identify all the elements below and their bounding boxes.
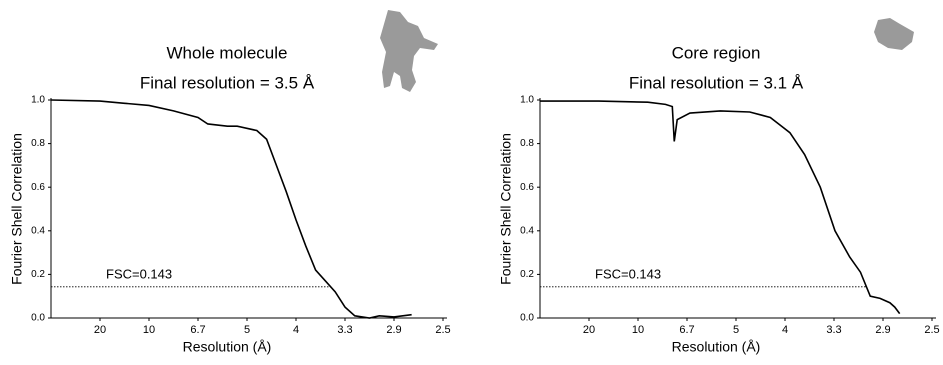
x-tick-label: 20 — [94, 324, 106, 336]
y-axis-label: Fourier Shell Correlation — [9, 133, 25, 285]
x-tick-label: 4 — [293, 324, 299, 336]
molecule-icon — [380, 10, 438, 92]
y-tick-label: 0.6 — [520, 182, 534, 193]
x-tick-label: 2.9 — [875, 324, 890, 336]
x-tick-label: 5 — [733, 324, 739, 336]
x-tick-label: 5 — [244, 324, 250, 336]
x-tick-label: 3.3 — [337, 324, 352, 336]
molecule-icon — [874, 18, 914, 50]
x-tick-label: 3.3 — [826, 324, 841, 336]
x-tick-label: 10 — [143, 324, 155, 336]
chart-subtitle: Final resolution = 3.5 Å — [140, 73, 315, 92]
y-tick-label: 1.0 — [31, 95, 45, 106]
y-tick-label: 0.2 — [520, 269, 534, 280]
x-tick-label: 2.5 — [924, 324, 939, 336]
x-tick-label: 2.9 — [386, 324, 401, 336]
y-axis-label: Fourier Shell Correlation — [498, 133, 514, 285]
x-axis-label: Resolution (Å) — [672, 339, 761, 355]
x-axis-label: Resolution (Å) — [183, 339, 272, 355]
x-tick-label: 2.5 — [435, 324, 450, 336]
y-tick-label: 0.4 — [31, 225, 45, 236]
threshold-label: FSC=0.143 — [106, 266, 172, 281]
x-tick-label: 6.7 — [190, 324, 205, 336]
y-tick-label: 0.8 — [31, 138, 45, 149]
chart-subtitle: Final resolution = 3.1 Å — [629, 73, 804, 92]
chart-title: Core region — [672, 43, 761, 62]
figure: Whole molecule Final resolution = 3.5 Å 0.… — [0, 0, 943, 360]
threshold-label: FSC=0.143 — [595, 266, 661, 281]
y-tick-label: 1.0 — [520, 95, 534, 106]
y-tick-label: 0.0 — [520, 313, 534, 324]
x-tick-label: 6.7 — [679, 324, 694, 336]
x-tick-label: 10 — [632, 324, 644, 336]
x-tick-label: 4 — [782, 324, 788, 336]
fsc-curve — [51, 100, 412, 318]
fsc-curve — [540, 101, 900, 314]
chart-title: Whole molecule — [167, 43, 288, 62]
y-tick-label: 0.8 — [520, 138, 534, 149]
y-tick-label: 0.6 — [31, 182, 45, 193]
y-tick-label: 0.2 — [31, 269, 45, 280]
y-tick-label: 0.4 — [520, 225, 534, 236]
x-tick-label: 20 — [583, 324, 595, 336]
y-tick-label: 0.0 — [31, 313, 45, 324]
